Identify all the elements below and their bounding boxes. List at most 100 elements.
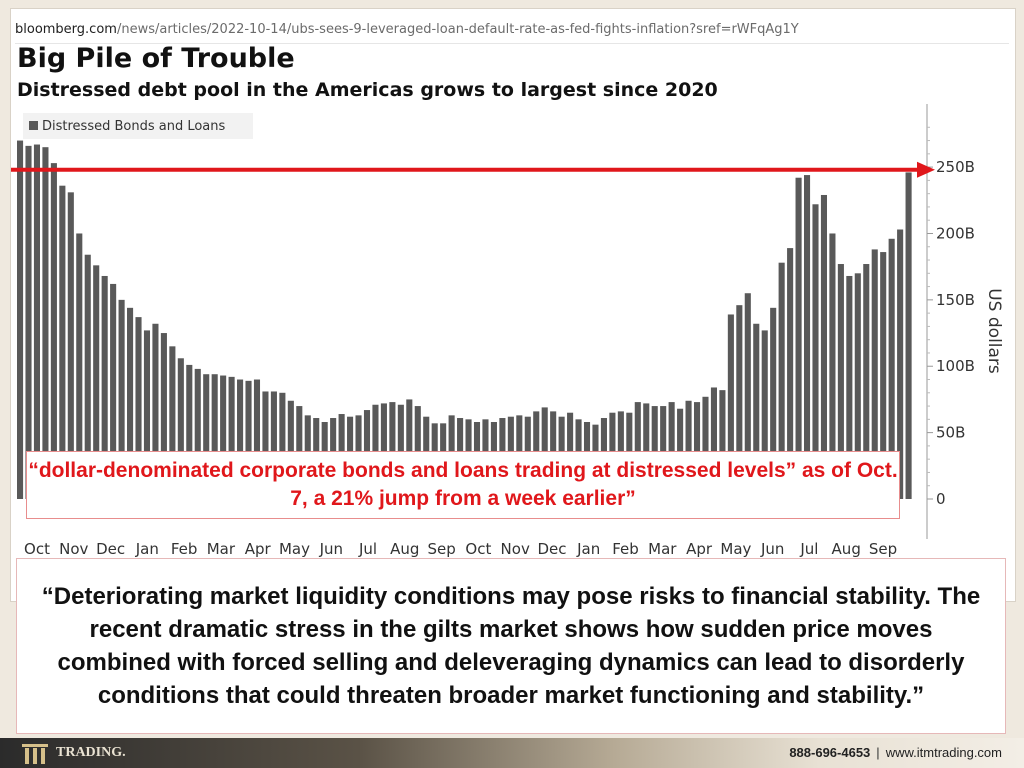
x-tick-label: Apr <box>686 540 713 558</box>
bar <box>59 185 66 499</box>
url-domain: bloomberg.com <box>15 22 117 37</box>
bar <box>253 379 261 499</box>
x-tick-label: Jul <box>358 540 377 558</box>
bar <box>127 307 134 499</box>
bar <box>837 264 844 499</box>
bar <box>897 229 904 499</box>
x-tick-label: Aug <box>390 540 419 558</box>
bar <box>736 305 743 499</box>
x-tick-label: Apr <box>245 540 272 558</box>
bar <box>287 400 294 499</box>
y-tick-label: 250B <box>936 158 975 176</box>
bar <box>389 402 396 499</box>
bar <box>863 264 870 499</box>
bar <box>203 374 210 499</box>
bar <box>795 177 802 499</box>
bar <box>905 172 912 499</box>
y-tick-label: 100B <box>936 357 975 375</box>
y-tick-label: 150B <box>936 291 975 309</box>
website-link[interactable]: www.itmtrading.com <box>885 745 1002 760</box>
bar <box>668 402 675 499</box>
y-axis-label: US dollars <box>984 288 1004 374</box>
y-tick-label: 50B <box>936 424 965 442</box>
url-bar[interactable]: bloomberg.com/news/articles/2022-10-14/u… <box>15 17 1009 44</box>
url-path: /news/articles/2022-10-14/ubs-sees-9-lev… <box>116 22 799 37</box>
x-axis: Oct Nov Dec Jan Feb Mar Apr May Jun Jul Aug Sep Oct N… <box>24 540 897 558</box>
bar <box>787 248 794 499</box>
bar <box>135 317 142 499</box>
x-tick-label: May <box>720 540 751 558</box>
bar <box>871 249 878 499</box>
legend-background <box>23 113 253 139</box>
x-tick-label: Mar <box>207 540 236 558</box>
footer-bar: TRADING. 888-696-4653 | www.itmtrading.com <box>0 738 1024 768</box>
annotation-text: “dollar-denominated corporate bonds and … <box>28 459 898 510</box>
bar <box>67 192 74 499</box>
y-tick-label: 0 <box>936 490 946 508</box>
bar <box>42 147 49 499</box>
x-tick-label: Dec <box>537 540 566 558</box>
x-tick-label: Feb <box>171 540 198 558</box>
bar <box>888 238 895 500</box>
bar <box>854 273 861 499</box>
bar <box>820 194 828 500</box>
x-tick-label: Mar <box>648 540 677 558</box>
legend-label: Distressed Bonds and Loans <box>42 119 226 134</box>
bar <box>803 175 811 499</box>
bar <box>84 254 91 499</box>
bar <box>270 391 277 499</box>
x-tick-label: Aug <box>832 540 861 558</box>
bar <box>228 376 235 499</box>
x-tick-label: May <box>279 540 310 558</box>
x-tick-label: Sep <box>427 540 455 558</box>
quote-text: “Deteriorating market liquidity conditio… <box>41 583 981 709</box>
bar <box>110 283 117 499</box>
bar <box>237 379 244 499</box>
bar <box>727 314 734 499</box>
bar <box>152 323 159 499</box>
bar <box>846 275 853 499</box>
bar <box>211 374 218 499</box>
bar <box>812 204 819 499</box>
x-tick-label: Jun <box>760 540 784 558</box>
bar <box>33 144 41 499</box>
x-tick-label: Jan <box>576 540 600 558</box>
x-tick-label: Nov <box>501 540 530 558</box>
bar <box>753 323 760 499</box>
bar <box>778 262 785 499</box>
y-tick-label: 200B <box>936 224 975 242</box>
x-tick-label: Feb <box>612 540 639 558</box>
bar <box>194 368 201 499</box>
bar <box>279 392 286 499</box>
bar <box>770 307 777 499</box>
bar <box>245 380 252 499</box>
y-axis: 0 50B 100B 150B 200B 250B <box>926 104 975 539</box>
bar <box>829 233 836 500</box>
bar <box>744 293 751 499</box>
bar <box>101 275 108 499</box>
x-tick-label: Dec <box>96 540 125 558</box>
company-logo[interactable]: TRADING. <box>20 738 126 768</box>
x-tick-label: Sep <box>869 540 897 558</box>
bar <box>160 333 167 499</box>
bar <box>93 265 100 499</box>
bar <box>118 299 125 499</box>
legend-swatch <box>29 121 38 130</box>
footer-contact: 888-696-4653 | www.itmtrading.com <box>789 738 1002 768</box>
bar <box>186 364 193 499</box>
phone-number[interactable]: 888-696-4653 <box>789 745 871 760</box>
x-tick-label: Jun <box>319 540 343 558</box>
x-tick-label: Oct <box>24 540 50 558</box>
bar <box>406 399 413 499</box>
bar <box>50 163 57 499</box>
bar <box>76 233 83 500</box>
quote-box: “Deteriorating market liquidity conditio… <box>16 558 1006 734</box>
footer-separator: | <box>876 745 880 760</box>
x-tick-label: Oct <box>465 540 491 558</box>
bar-series <box>17 140 912 500</box>
bar <box>25 145 32 500</box>
bar <box>177 358 184 499</box>
bar <box>685 400 692 499</box>
bar <box>710 387 717 499</box>
bar <box>880 252 887 499</box>
